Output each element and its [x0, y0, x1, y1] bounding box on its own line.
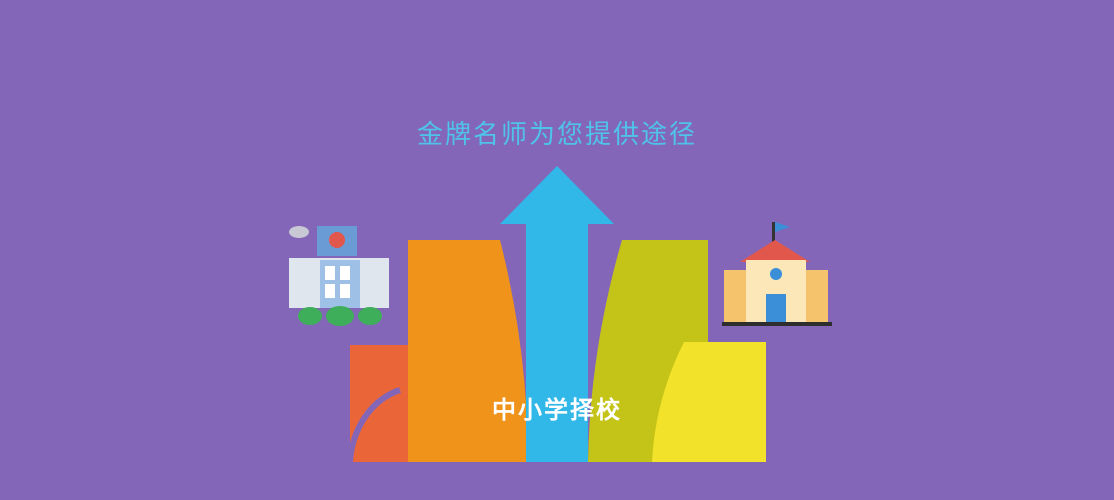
banner-headline: 金牌名师为您提供途径	[416, 120, 697, 150]
banner-caption: 中小学择校	[492, 396, 622, 424]
office-building-icon	[289, 226, 389, 326]
orange-arrow	[408, 240, 528, 462]
blue-arrow	[500, 166, 614, 462]
school-building-icon	[722, 222, 832, 326]
yellow-arrow	[652, 342, 766, 462]
